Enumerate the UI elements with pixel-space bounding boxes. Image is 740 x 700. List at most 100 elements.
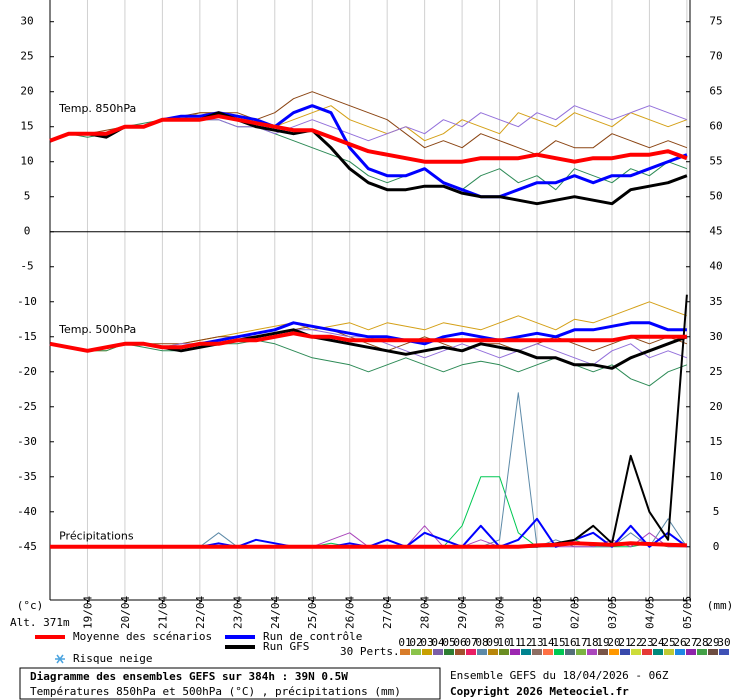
perturbation-number: 10 — [497, 636, 510, 649]
perturbation-swatch — [510, 649, 520, 655]
perturbation-swatch — [697, 649, 707, 655]
y2-tick-label: 0 — [713, 540, 720, 553]
x-tick-label: 30/04 — [494, 596, 507, 629]
series-line — [49, 339, 688, 387]
snow-icon — [55, 654, 65, 664]
perturbation-swatch — [708, 649, 718, 655]
altitude: Alt. 371m — [10, 616, 70, 629]
perturbation-number: 28 — [695, 636, 708, 649]
y-tick-label: 10 — [20, 155, 33, 168]
perturbation-number: 30 — [717, 636, 730, 649]
perturbation-number: 29 — [706, 636, 719, 649]
x-tick-label: 25/04 — [306, 596, 319, 629]
perturbation-swatch — [554, 649, 564, 655]
x-tick-label: 02/05 — [568, 596, 581, 629]
y-tick-label: -20 — [17, 365, 37, 378]
perturbation-swatch — [664, 649, 674, 655]
y-tick-label: -45 — [17, 540, 37, 553]
y2-tick-label: 75 — [709, 15, 722, 28]
chart-subtitle: Températures 850hPa et 500hPa (°C) , pré… — [30, 685, 401, 698]
series-line — [49, 325, 688, 352]
perturbation-number: 07 — [464, 636, 477, 649]
perturbation-number: 11 — [508, 636, 521, 649]
perturbation-swatch — [686, 649, 696, 655]
perturbation-number: 20 — [607, 636, 620, 649]
x-tick-label: 23/04 — [231, 596, 244, 629]
perturbation-number: 12 — [519, 636, 532, 649]
perturbation-swatch — [422, 649, 432, 655]
y-tick-label: 20 — [20, 85, 33, 98]
y-tick-label: 25 — [20, 50, 33, 63]
series-line — [50, 392, 688, 548]
perturbation-number: 19 — [596, 636, 609, 649]
perturbation-swatch — [499, 649, 509, 655]
copyright: Copyright 2026 Meteociel.fr — [450, 685, 629, 698]
perturbation-swatch — [411, 649, 421, 655]
perturbation-number: 22 — [629, 636, 642, 649]
y2-tick-label: 25 — [709, 365, 722, 378]
perturbation-swatch — [653, 649, 663, 655]
x-tick-label: 24/04 — [269, 596, 282, 629]
y2-tick-label: 10 — [709, 470, 722, 483]
perturbation-number: 01 — [398, 636, 411, 649]
series-line — [50, 476, 687, 548]
perturbation-swatch — [466, 649, 476, 655]
perturbation-swatch — [455, 649, 465, 655]
perturbation-number: 15 — [552, 636, 565, 649]
perturbation-swatch — [521, 649, 531, 655]
perturbation-swatch — [400, 649, 410, 655]
series-line — [49, 331, 687, 353]
legend-label: Run GFS — [263, 640, 309, 653]
perturbation-swatch — [488, 649, 498, 655]
perturbation-swatch — [565, 649, 575, 655]
perturbation-swatch — [642, 649, 652, 655]
perturbation-number: 05 — [442, 636, 455, 649]
y2-tick-label: 65 — [709, 85, 722, 98]
perturbation-swatch — [543, 649, 553, 655]
y-tick-label: 30 — [20, 15, 33, 28]
perturbation-swatch — [433, 649, 443, 655]
x-tick-label: 03/05 — [606, 596, 619, 629]
y-tick-label: -25 — [17, 400, 37, 413]
y2-tick-label: 15 — [709, 435, 722, 448]
perturbation-number: 14 — [541, 636, 555, 649]
series-line — [49, 114, 688, 164]
y-tick-label: -15 — [17, 330, 37, 343]
annotation: Temp. 850hPa — [58, 102, 136, 115]
y-tick-label: -5 — [20, 260, 33, 273]
y2-unit: (mm) — [707, 599, 734, 612]
perturbations-label: 30 Perts. — [340, 645, 400, 658]
legend-label: Run de contrôle — [263, 630, 362, 643]
y-tick-label: -35 — [17, 470, 37, 483]
x-tick-label: 21/04 — [156, 596, 169, 629]
y2-tick-label: 60 — [709, 120, 722, 133]
x-tick-label: 22/04 — [194, 596, 207, 629]
perturbation-number: 21 — [618, 636, 631, 649]
chart-title: Diagramme des ensembles GEFS sur 384h : … — [30, 670, 348, 683]
series-line — [49, 119, 688, 191]
y2-tick-label: 70 — [709, 50, 722, 63]
perturbation-number: 25 — [662, 636, 675, 649]
perturbation-number: 24 — [651, 636, 665, 649]
perturbation-number: 08 — [475, 636, 488, 649]
y2-tick-label: 40 — [709, 260, 722, 273]
perturbation-number: 03 — [420, 636, 433, 649]
x-tick-label: 27/04 — [381, 596, 394, 629]
x-tick-label: 26/04 — [344, 596, 357, 629]
x-tick-label: 05/05 — [681, 596, 694, 629]
x-tick-label: 20/04 — [119, 596, 132, 629]
run-info: Ensemble GEFS du 18/04/2026 - 06Z — [450, 669, 669, 682]
perturbation-number: 04 — [431, 636, 445, 649]
footer-box — [19, 667, 441, 700]
x-tick-label: 01/05 — [531, 596, 544, 629]
perturbation-swatch — [620, 649, 630, 655]
perturbation-number: 16 — [563, 636, 576, 649]
perturbation-swatch — [532, 649, 542, 655]
perturbation-swatch — [587, 649, 597, 655]
perturbation-swatch — [609, 649, 619, 655]
y2-tick-label: 55 — [709, 155, 722, 168]
perturbation-swatch — [631, 649, 641, 655]
perturbation-swatch — [719, 649, 729, 655]
y-tick-label: -30 — [17, 435, 37, 448]
